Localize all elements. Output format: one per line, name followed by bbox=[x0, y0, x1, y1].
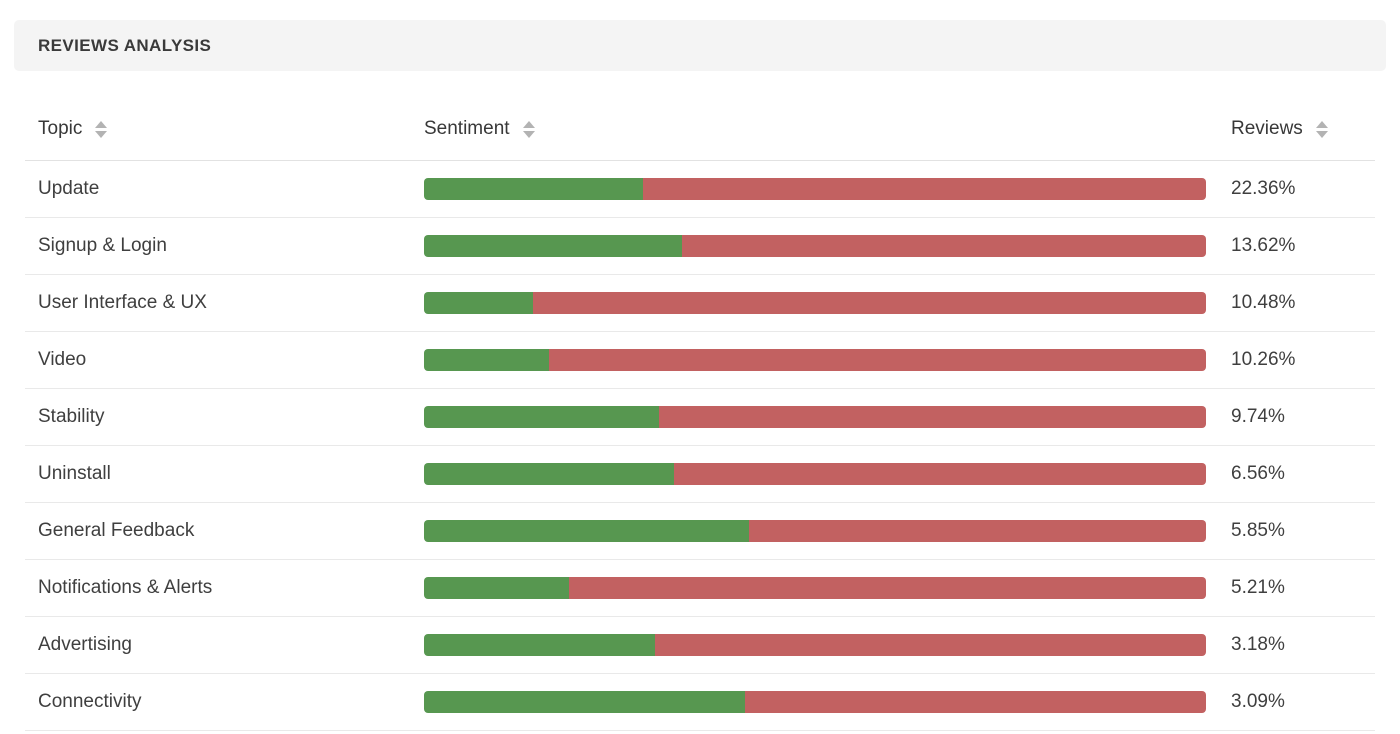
sentiment-bar-negative bbox=[682, 235, 1206, 257]
sentiment-bar bbox=[424, 349, 1206, 371]
sentiment-bar-negative bbox=[533, 292, 1206, 314]
sort-icon[interactable] bbox=[522, 120, 535, 138]
column-header-reviews[interactable]: Reviews bbox=[1206, 118, 1375, 140]
sentiment-bar-negative bbox=[549, 349, 1206, 371]
table-row: Signup & Login 13.62% bbox=[25, 218, 1375, 275]
sentiment-bar bbox=[424, 235, 1206, 257]
topic-label: Notifications & Alerts bbox=[38, 577, 213, 598]
topic-label: Signup & Login bbox=[38, 235, 167, 256]
sentiment-bar-negative bbox=[748, 520, 1206, 542]
sentiment-bar bbox=[424, 577, 1206, 599]
sentiment-bar-positive bbox=[424, 520, 749, 542]
sentiment-bar bbox=[424, 520, 1206, 542]
table-row: Advertising 3.18% bbox=[25, 617, 1375, 674]
panel-title: REVIEWS ANALYSIS bbox=[38, 35, 212, 55]
reviews-value: 22.36% bbox=[1231, 178, 1296, 199]
sentiment-bar-positive bbox=[424, 634, 655, 656]
sort-icon[interactable] bbox=[1315, 120, 1328, 138]
sentiment-bar-negative bbox=[744, 691, 1206, 713]
topic-label: Connectivity bbox=[38, 691, 142, 712]
table-row: Notifications & Alerts 5.21% bbox=[25, 560, 1375, 617]
reviews-analysis-table: Topic Sentiment Reviews Update 22.36% Si… bbox=[25, 98, 1375, 731]
sentiment-bar-positive bbox=[424, 577, 569, 599]
reviews-value: 3.09% bbox=[1231, 691, 1285, 712]
table-row: Stability 9.74% bbox=[25, 389, 1375, 446]
reviews-value: 3.18% bbox=[1231, 634, 1285, 655]
topic-label: General Feedback bbox=[38, 520, 195, 541]
sentiment-bar-negative bbox=[654, 634, 1206, 656]
sentiment-bar bbox=[424, 463, 1206, 485]
sentiment-bar bbox=[424, 691, 1206, 713]
sentiment-bar bbox=[424, 406, 1206, 428]
topic-label: Stability bbox=[38, 406, 105, 427]
reviews-value: 5.21% bbox=[1231, 577, 1285, 598]
reviews-value: 10.48% bbox=[1231, 292, 1296, 313]
column-header-topic-label: Topic bbox=[38, 118, 83, 139]
topic-label: Update bbox=[38, 178, 100, 199]
topic-label: Video bbox=[38, 349, 87, 370]
reviews-value: 5.85% bbox=[1231, 520, 1285, 541]
sentiment-bar-positive bbox=[424, 292, 534, 314]
sentiment-bar-positive bbox=[424, 406, 659, 428]
table-row: Uninstall 6.56% bbox=[25, 446, 1375, 503]
sort-icon[interactable] bbox=[95, 120, 108, 138]
column-header-topic[interactable]: Topic bbox=[25, 118, 424, 140]
topic-label: Advertising bbox=[38, 634, 132, 655]
sentiment-bar bbox=[424, 292, 1206, 314]
table-row: Video 10.26% bbox=[25, 332, 1375, 389]
table-row: General Feedback 5.85% bbox=[25, 503, 1375, 560]
column-header-sentiment[interactable]: Sentiment bbox=[424, 118, 1206, 140]
panel-header: REVIEWS ANALYSIS bbox=[14, 20, 1386, 71]
table-row: Connectivity 3.09% bbox=[25, 674, 1375, 731]
reviews-value: 13.62% bbox=[1231, 235, 1296, 256]
sentiment-bar-positive bbox=[424, 235, 683, 257]
sentiment-bar-negative bbox=[642, 178, 1206, 200]
reviews-value: 6.56% bbox=[1231, 463, 1285, 484]
table-header-row: Topic Sentiment Reviews bbox=[25, 98, 1375, 161]
sentiment-bar-negative bbox=[658, 406, 1206, 428]
column-header-sentiment-label: Sentiment bbox=[424, 118, 510, 139]
sentiment-bar-positive bbox=[424, 463, 675, 485]
sentiment-bar-negative bbox=[674, 463, 1206, 485]
topic-label: Uninstall bbox=[38, 463, 111, 484]
table-row: Update 22.36% bbox=[25, 161, 1375, 218]
table-body: Update 22.36% Signup & Login 13.62% Us bbox=[25, 161, 1375, 731]
reviews-value: 9.74% bbox=[1231, 406, 1285, 427]
column-header-reviews-label: Reviews bbox=[1231, 118, 1303, 139]
table-row: User Interface & UX 10.48% bbox=[25, 275, 1375, 332]
sentiment-bar bbox=[424, 178, 1206, 200]
sentiment-bar-negative bbox=[568, 577, 1206, 599]
sentiment-bar-positive bbox=[424, 691, 745, 713]
topic-label: User Interface & UX bbox=[38, 292, 207, 313]
sentiment-bar bbox=[424, 634, 1206, 656]
sentiment-bar-positive bbox=[424, 349, 550, 371]
sentiment-bar-positive bbox=[424, 178, 643, 200]
reviews-value: 10.26% bbox=[1231, 349, 1296, 370]
